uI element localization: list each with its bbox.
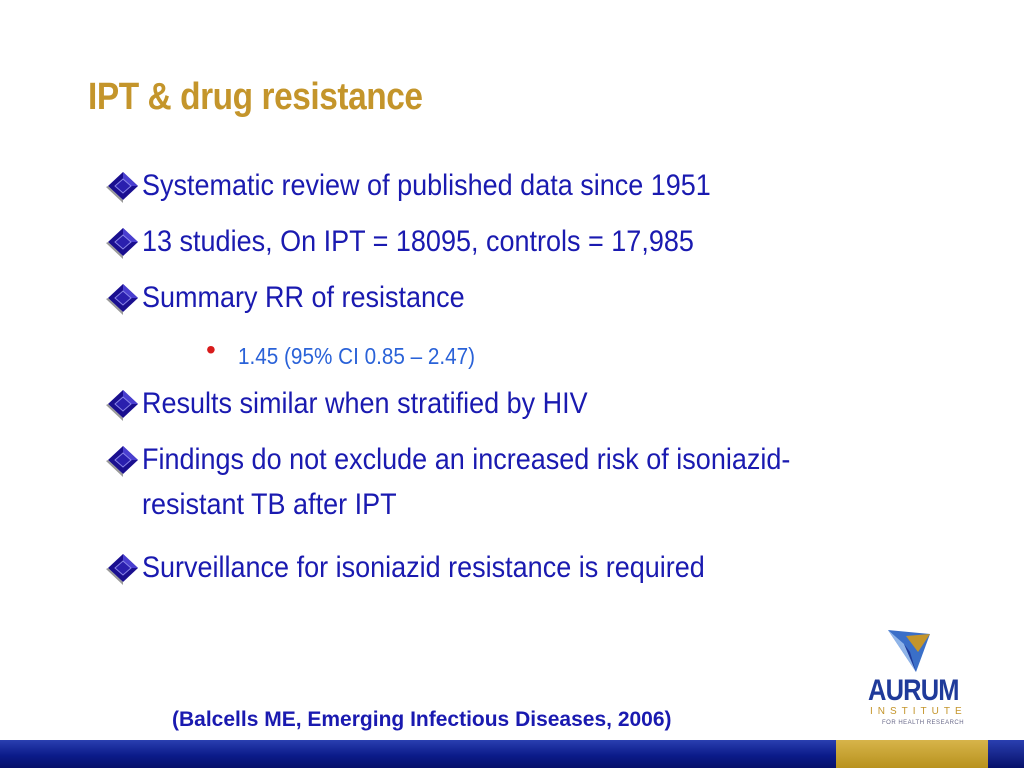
diamond-bullet-icon [104, 282, 142, 316]
diamond-bullet-icon [104, 226, 142, 260]
bullet-text: Surveillance for isoniazid resistance is… [142, 551, 705, 584]
citation: (Balcells ME, Emerging Infectious Diseas… [172, 708, 672, 731]
diamond-bullet-icon [104, 388, 142, 422]
sub-bullet-text: 1.45 (95% CI 0.85 – 2.47) [238, 343, 476, 369]
logo-tagline: FOR HEALTH RESEARCH [882, 720, 965, 726]
footer-blue-band-end [988, 740, 1024, 768]
diamond-bullet-icon [104, 170, 142, 204]
bullet-text: Summary RR of resistance [142, 281, 465, 314]
aurum-logo-mark-icon [888, 630, 930, 672]
bullet-text-multiline: Findings do not exclude an increased ris… [142, 437, 790, 527]
diamond-bullet-icon [104, 444, 142, 478]
bullet-item: Surveillance for isoniazid resistance is… [104, 551, 767, 590]
aurum-logo: AURUM INSTITUTE FOR HEALTH RESEARCH [860, 622, 980, 732]
bullet-item: Systematic review of published data sinc… [104, 169, 774, 208]
footer-gold-band [836, 740, 988, 768]
diamond-bullet-icon [104, 552, 142, 586]
logo-name: AURUM [868, 674, 960, 707]
bullet-text-line-2: resistant TB after IPT [142, 488, 397, 521]
bullet-item: Results similar when stratified by HIV [104, 387, 637, 426]
bullet-text: Systematic review of published data sinc… [142, 169, 711, 202]
bullet-item: Findings do not exclude an increased ris… [104, 443, 862, 527]
slide-title: IPT & drug resistance [88, 76, 423, 118]
bullet-text-line-1: Findings do not exclude an increased ris… [142, 443, 791, 476]
logo-subtitle: INSTITUTE [870, 706, 967, 717]
bullet-text: Results similar when stratified by HIV [142, 387, 588, 420]
bullet-text: 13 studies, On IPT = 18095, controls = 1… [142, 225, 694, 258]
sub-bullet-item: • 1.45 (95% CI 0.85 – 2.47) [206, 336, 501, 370]
footer-bar [0, 740, 1024, 768]
red-dot-icon: • [206, 334, 216, 365]
bullet-item: Summary RR of resistance [104, 281, 500, 320]
footer-blue-band [0, 740, 836, 768]
bullet-item: 13 studies, On IPT = 18095, controls = 1… [104, 225, 755, 264]
